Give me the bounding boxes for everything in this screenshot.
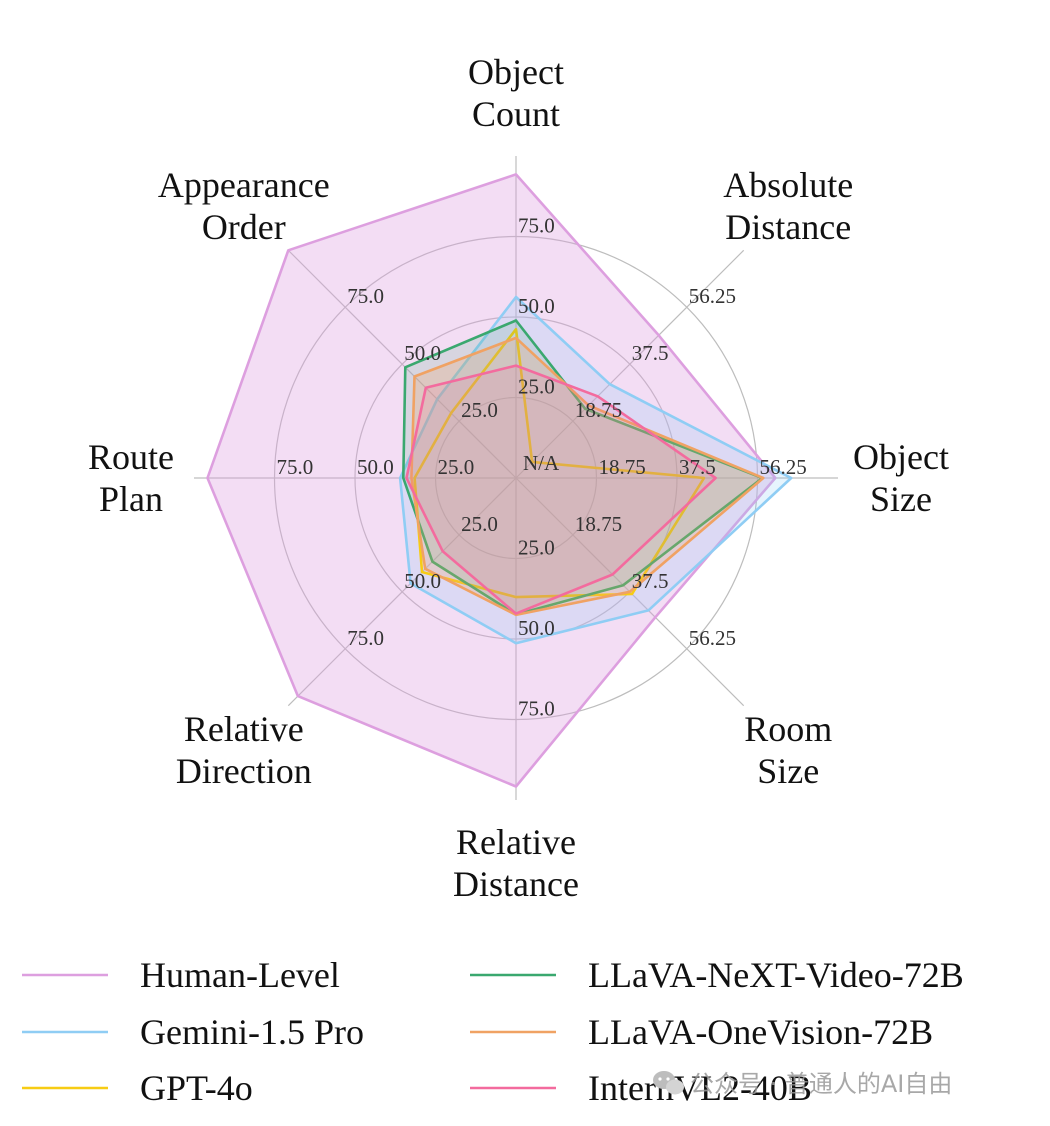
- tick-label: 56.25: [689, 626, 736, 650]
- axis-label-route-plan: Route Plan: [88, 437, 174, 519]
- tick-label: 56.25: [760, 455, 807, 479]
- axis-label-object-size: Object Size: [853, 437, 949, 519]
- tick-label: 25.0: [518, 375, 555, 399]
- tick-label: 25.0: [438, 455, 475, 479]
- series-gemini-1-5-pro: [398, 295, 793, 645]
- tick-label: 25.0: [518, 536, 555, 560]
- legend-item: LLaVA-OneVision-72B: [470, 1012, 933, 1052]
- axis-spoke: [515, 249, 745, 479]
- axis-label-absolute-distance: Absolute Distance: [723, 165, 853, 247]
- tick-label: 75.0: [518, 697, 555, 721]
- tick-label: 18.75: [575, 512, 622, 536]
- center-label: N/A: [523, 451, 560, 475]
- series-gpt-4o: [413, 327, 706, 599]
- tick-label: 25.0: [461, 398, 498, 422]
- tick-label: 50.0: [518, 616, 555, 640]
- radar-axis-labels: Object Count Absolute Distance Object Size Roo…: [88, 52, 949, 904]
- axis-spoke: [287, 249, 517, 479]
- axis-label-room-size: Room Size: [744, 709, 832, 791]
- radar-grid: [194, 156, 838, 800]
- watermark-text: 公众号 · 普通人的AI自由: [690, 1070, 952, 1098]
- tick-label: 75.0: [277, 455, 314, 479]
- legend-label: GPT-4o: [140, 1068, 253, 1108]
- axis-spoke: [287, 477, 517, 707]
- tick-label: 50.0: [518, 294, 555, 318]
- tick-label: 25.0: [461, 512, 498, 536]
- axis-label-relative-direction: Relative Direction: [176, 709, 312, 791]
- legend-label: Gemini-1.5 Pro: [140, 1012, 364, 1052]
- legend-item: Human-Level: [22, 955, 340, 995]
- tick-label: 37.5: [632, 341, 669, 365]
- tick-label: 50.0: [404, 569, 441, 593]
- tick-label: 75.0: [347, 626, 384, 650]
- wechat-icon: [653, 1071, 684, 1095]
- tick-label: 56.25: [689, 284, 736, 308]
- tick-label: 18.75: [575, 398, 622, 422]
- chart-legend: Human-Level Gemini-1.5 Pro GPT-4o LLaVA-NeX…: [22, 955, 964, 1108]
- tick-label: 18.75: [599, 455, 646, 479]
- series-internvl2-40b: [405, 364, 717, 615]
- axis-label-relative-distance: Relative Distance: [453, 822, 579, 904]
- legend-item: InternVL2-40B: [470, 1068, 812, 1108]
- legend-item: LLaVA-NeXT-Video-72B: [470, 955, 964, 995]
- tick-label: 50.0: [404, 341, 441, 365]
- axis-label-appearance-order: Appearance Order: [158, 165, 330, 247]
- tick-label: 75.0: [347, 284, 384, 308]
- watermark: 公众号 · 普通人的AI自由: [653, 1070, 952, 1098]
- tick-label: 75.0: [518, 214, 555, 238]
- legend-item: GPT-4o: [22, 1068, 253, 1108]
- radar-series: [206, 173, 793, 788]
- legend-label: Human-Level: [140, 955, 340, 995]
- legend-label: LLaVA-OneVision-72B: [588, 1012, 933, 1052]
- legend-label: InternVL2-40B: [588, 1068, 812, 1108]
- legend-label: LLaVA-NeXT-Video-72B: [588, 955, 964, 995]
- tick-label: 37.5: [679, 455, 716, 479]
- legend-item: Gemini-1.5 Pro: [22, 1012, 364, 1052]
- tick-label: 37.5: [632, 569, 669, 593]
- radar-tick-labels: 25.0 50.0 75.0 18.75 37.5 56.25 18.75 37.5 56.25…: [277, 214, 807, 721]
- tick-label: 50.0: [357, 455, 394, 479]
- axis-label-object-count: Object Count: [468, 52, 564, 134]
- series-human-level: [206, 173, 777, 788]
